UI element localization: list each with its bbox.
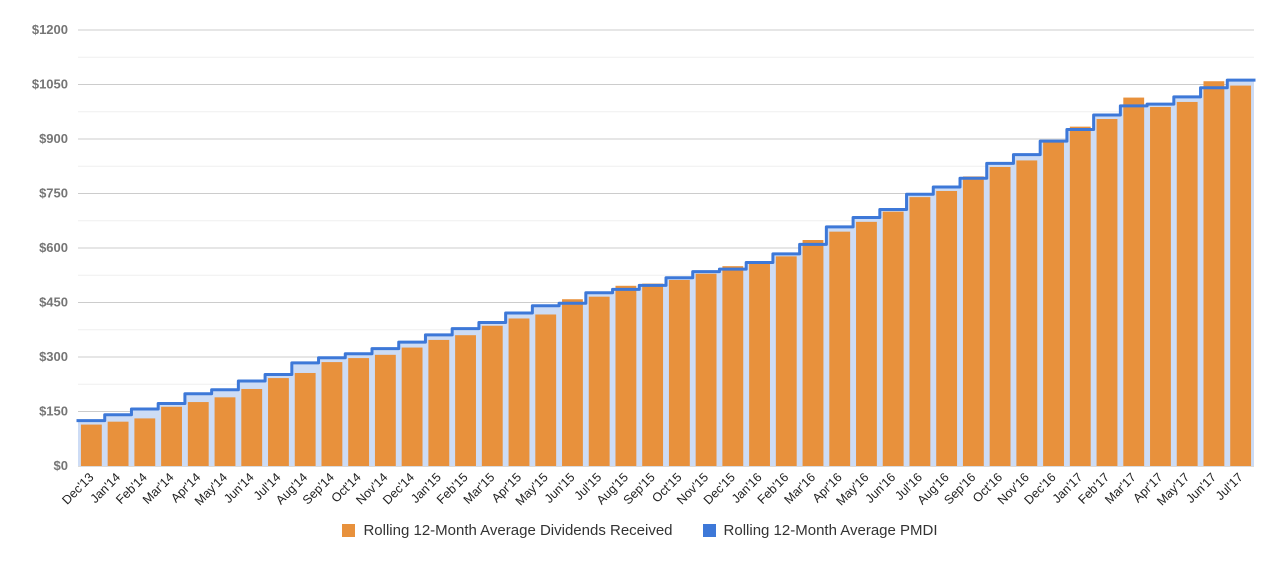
x-axis-label: Mar'15 [461, 470, 498, 507]
bar-dividends-Jun'16[interactable] [882, 211, 904, 466]
y-axis-label: $150 [39, 404, 68, 419]
bar-dividends-Apr'14[interactable] [187, 402, 209, 466]
bar-dividends-Jul'15[interactable] [588, 296, 610, 466]
bar-dividends-Sep'14[interactable] [321, 362, 343, 466]
bar-dividends-Mar'16[interactable] [802, 240, 824, 466]
x-axis-label: Jun'14 [221, 470, 257, 506]
bar-dividends-Aug'14[interactable] [294, 372, 316, 466]
bar-dividends-Mar'15[interactable] [481, 325, 503, 466]
bar-dividends-Dec'13[interactable] [80, 424, 102, 466]
y-axis-label: $1200 [32, 22, 68, 37]
x-axis-label: Dec'13 [59, 470, 96, 507]
bar-dividends-Oct'16[interactable] [989, 166, 1011, 466]
bar-dividends-Apr'16[interactable] [829, 231, 851, 466]
x-axis-label: Jul'17 [1213, 470, 1246, 503]
bar-dividends-Sep'16[interactable] [962, 176, 984, 466]
bar-dividends-Feb'15[interactable] [455, 335, 476, 466]
bar-dividends-Mar'14[interactable] [161, 406, 182, 466]
legend-label-dividends-received: Rolling 12-Month Average Dividends Recei… [363, 522, 673, 539]
bar-dividends-Jan'15[interactable] [428, 339, 450, 466]
bar-dividends-Dec'15[interactable] [722, 266, 744, 466]
bar-dividends-Feb'17[interactable] [1096, 119, 1118, 467]
bar-dividends-Aug'16[interactable] [936, 190, 958, 466]
bar-dividends-May'15[interactable] [535, 314, 557, 466]
legend-swatch-dividends-orange [342, 524, 356, 537]
bar-dividends-Sep'15[interactable] [642, 283, 664, 466]
bar-dividends-Jul'16[interactable] [909, 197, 931, 466]
y-axis-label: $600 [39, 240, 68, 255]
legend-item-pmdi: Rolling 12-Month Average PMDI [702, 522, 938, 539]
bar-dividends-May'14[interactable] [214, 397, 236, 466]
y-axis-label: $750 [39, 186, 68, 201]
bar-dividends-Nov'15[interactable] [695, 273, 717, 466]
bar-dividends-Jan'16[interactable] [749, 263, 770, 466]
bar-dividends-Feb'16[interactable] [775, 256, 797, 466]
bar-dividends-Aug'15[interactable] [615, 285, 637, 466]
bar-dividends-Jun'17[interactable] [1203, 81, 1225, 466]
x-axis-label: Mar'14 [140, 470, 177, 507]
y-axis-label: $900 [39, 131, 68, 146]
bar-dividends-Nov'16[interactable] [1016, 160, 1038, 467]
y-axis-label: $0 [54, 458, 68, 473]
bar-dividends-Jul'14[interactable] [268, 378, 289, 466]
bar-dividends-Oct'15[interactable] [668, 279, 690, 466]
x-axis-label: Mar'16 [781, 470, 818, 507]
x-axis-label: Jun'15 [542, 470, 578, 506]
y-axis-label: $450 [39, 295, 68, 310]
pmdi-step-line[interactable] [76, 78, 1256, 423]
y-axis-label: $1050 [32, 77, 68, 92]
bar-dividends-Feb'14[interactable] [134, 418, 156, 466]
x-axis-label: Jun'16 [863, 470, 899, 506]
bar-dividends-Mar'17[interactable] [1123, 97, 1145, 466]
bar-dividends-Jan'14[interactable] [107, 421, 129, 466]
bar-dividends-Jul'17[interactable] [1230, 85, 1252, 466]
legend-item-dividends-received: Rolling 12-Month Average Dividends Recei… [342, 522, 673, 539]
chart-legend: Rolling 12-Month Average Dividends Recei… [0, 522, 1280, 539]
pmdi-step-area[interactable] [78, 80, 1254, 466]
y-axis-label: $300 [39, 349, 68, 364]
bar-dividends-Jun'15[interactable] [562, 299, 583, 466]
bar-dividends-Dec'16[interactable] [1043, 142, 1064, 466]
x-axis-label: Jun'17 [1183, 470, 1219, 506]
bar-dividends-Jun'14[interactable] [241, 388, 263, 466]
bar-dividends-May'17[interactable] [1176, 101, 1198, 466]
bar-dividends-May'16[interactable] [856, 221, 877, 466]
legend-label-pmdi: Rolling 12-Month Average PMDI [723, 522, 938, 539]
bar-dividends-Jan'17[interactable] [1069, 126, 1091, 466]
bar-dividends-Dec'14[interactable] [401, 347, 423, 466]
chart-plot-area[interactable]: $0 $150 $300 $450 $600 $750 $900 $1050 $1200 Dec'… [0, 0, 1280, 520]
bar-dividends-Apr'15[interactable] [508, 318, 530, 466]
bar-dividends-Nov'14[interactable] [374, 354, 396, 466]
x-axis-label: Mar'17 [1102, 470, 1139, 507]
bar-dividends-Oct'14[interactable] [348, 358, 370, 466]
legend-swatch-pmdi-blue [702, 524, 716, 537]
bar-dividends-Apr'17[interactable] [1150, 107, 1171, 466]
